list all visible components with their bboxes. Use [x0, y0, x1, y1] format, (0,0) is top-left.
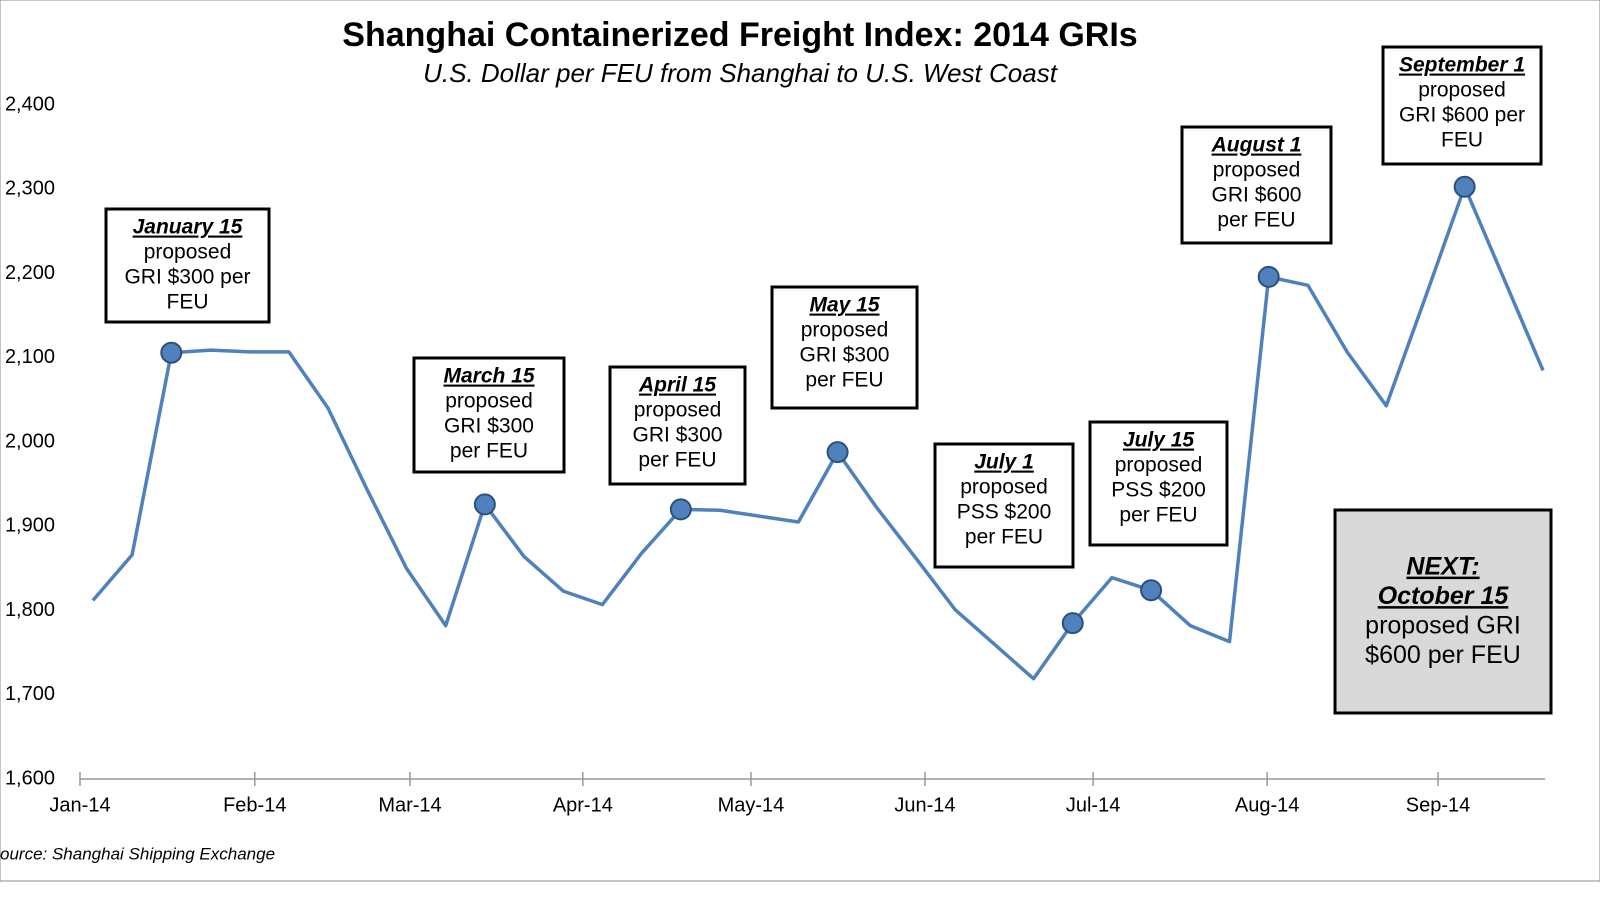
marker — [473, 493, 496, 516]
annotation-box — [770, 285, 919, 410]
x-tick-label: Jul-14 — [1066, 794, 1120, 816]
chart-title: Shanghai Containerized Freight Index: 20… — [342, 16, 1137, 54]
annotation-text: proposed — [1418, 79, 1506, 102]
y-tick-label: 1,600 — [5, 767, 55, 789]
annotation-box — [933, 442, 1075, 569]
annotation-text: proposed — [144, 241, 232, 264]
marker — [669, 498, 692, 521]
marker — [160, 341, 183, 364]
annotation-title: October 15 — [1378, 582, 1510, 610]
y-tick-label: 2,300 — [5, 178, 55, 200]
x-tick-label: Mar-14 — [378, 794, 441, 816]
annotation-text: per FEU — [1217, 209, 1295, 232]
annotation-text: GRI $600 per — [1399, 104, 1525, 127]
annotation-box — [1381, 45, 1543, 166]
annotation-text: $600 per FEU — [1365, 641, 1521, 669]
annotation-box — [1180, 125, 1333, 245]
annotation-title: July 1 — [974, 451, 1034, 474]
annotation-text: per FEU — [965, 526, 1043, 549]
annotation-title: July 15 — [1123, 429, 1195, 452]
y-tick-label: 2,400 — [5, 93, 55, 115]
annotation-text: FEU — [1441, 129, 1483, 152]
annotation-text: GRI $300 — [800, 344, 890, 367]
x-tick-label: Apr-14 — [553, 794, 613, 816]
y-tick-label: 1,800 — [5, 599, 55, 621]
marker — [1257, 265, 1280, 288]
annotation-title: September 1 — [1399, 54, 1525, 77]
line — [91, 184, 1545, 681]
annotation-text: per FEU — [805, 369, 883, 392]
annotation-title: April 15 — [638, 374, 716, 397]
annotation-text: proposed — [1213, 159, 1301, 182]
annotation-text: GRI $300 — [444, 415, 534, 438]
annotation-box — [1088, 420, 1229, 547]
annotation-text: FEU — [167, 291, 209, 314]
annotation-title: August 1 — [1211, 134, 1302, 157]
annotation-title: NEXT: — [1406, 553, 1479, 581]
annotation-title: March 15 — [443, 365, 534, 388]
marker — [1061, 612, 1084, 635]
annotation-text: proposed — [1115, 454, 1203, 477]
annotation-text: proposed — [801, 319, 889, 342]
annotation-box — [104, 207, 271, 324]
y-tick-label: 2,200 — [5, 262, 55, 284]
annotation-box — [608, 365, 747, 486]
annotation-text: proposed — [445, 390, 533, 413]
chart-subtitle: U.S. Dollar per FEU from Shanghai to U.S… — [423, 58, 1059, 88]
y-tick-label: 1,900 — [5, 515, 55, 537]
annotation-title: May 15 — [809, 294, 879, 317]
x-tick-label: May-14 — [718, 794, 785, 816]
source: ource: Shanghai Shipping Exchange — [0, 844, 275, 863]
annotation-text: GRI $300 per — [124, 266, 250, 289]
annotation-text: GRI $600 — [1212, 184, 1302, 207]
annotation-text: per FEU — [1119, 504, 1197, 527]
annotation-text: per FEU — [450, 440, 528, 463]
annotation-text: proposed — [960, 476, 1048, 499]
x-tick-label: Aug-14 — [1235, 794, 1300, 816]
annotation-text: PSS $200 — [1111, 479, 1206, 502]
x-tick-label: Sep-14 — [1406, 794, 1471, 816]
annotation-text: proposed — [634, 399, 722, 422]
annotation-box — [1333, 508, 1553, 715]
x-tick-label: Feb-14 — [223, 794, 286, 816]
annotation-text: per FEU — [638, 449, 716, 472]
annotation-text: proposed GRI — [1365, 612, 1521, 640]
annotation-box — [412, 356, 566, 474]
annotation-text: GRI $300 — [633, 424, 723, 447]
marker — [826, 441, 849, 464]
y-tick-label: 1,700 — [5, 683, 55, 705]
x-tick-label: Jan-14 — [49, 794, 110, 816]
x-tick-label: Jun-14 — [894, 794, 955, 816]
y-tick-label: 2,100 — [5, 346, 55, 368]
annotation-text: PSS $200 — [957, 501, 1052, 524]
marker — [1140, 579, 1163, 602]
marker — [1453, 175, 1476, 198]
y-tick-label: 2,000 — [5, 430, 55, 452]
annotation-title: January 15 — [133, 216, 243, 239]
